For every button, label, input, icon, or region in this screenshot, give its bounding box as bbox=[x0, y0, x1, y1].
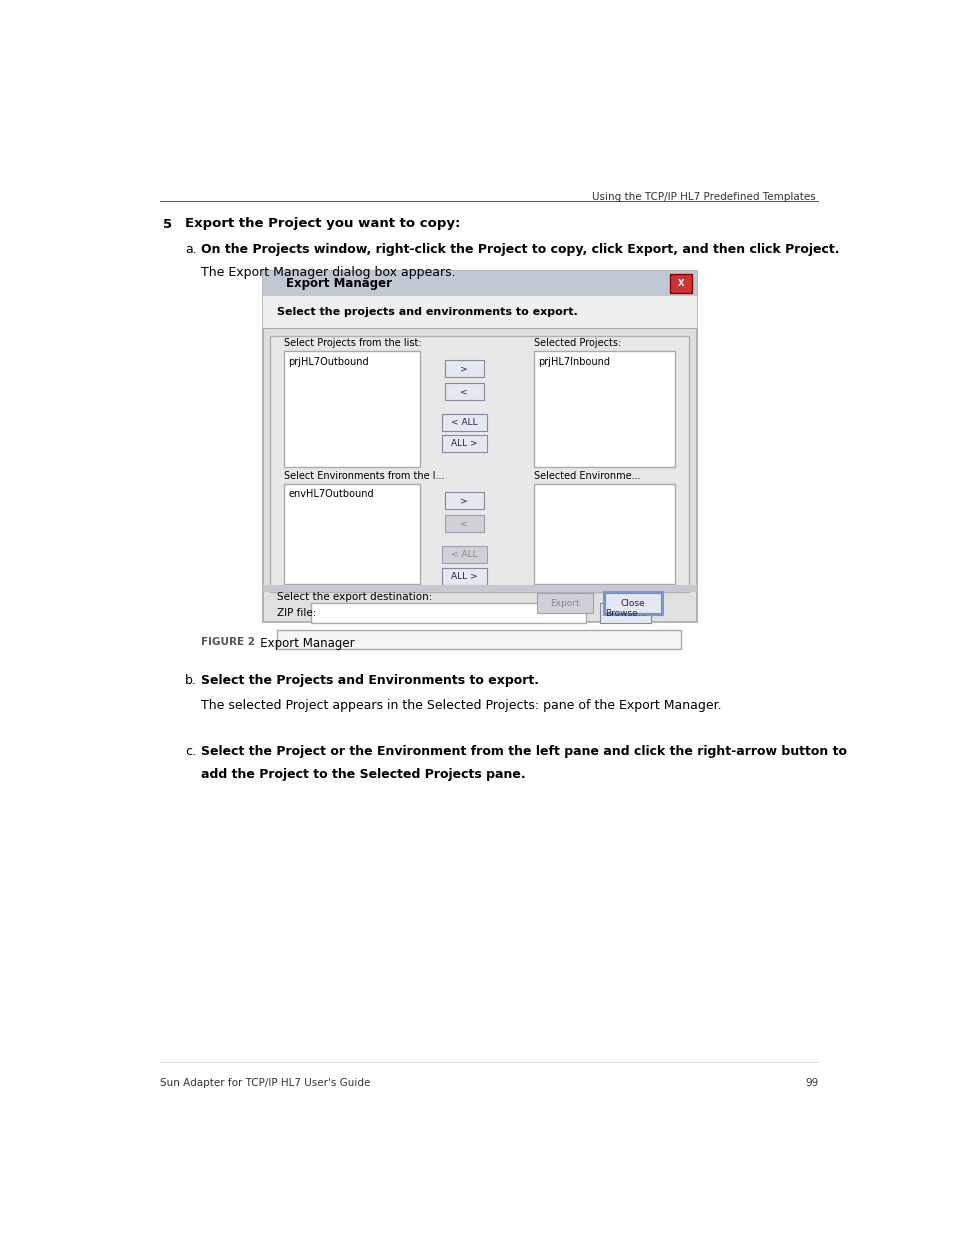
Text: ALL >: ALL > bbox=[451, 440, 476, 448]
Bar bbox=[311, 603, 585, 624]
Text: < ALL: < ALL bbox=[451, 417, 476, 427]
Bar bbox=[534, 484, 674, 584]
Text: Export Manager: Export Manager bbox=[249, 637, 355, 650]
Text: Export: Export bbox=[550, 599, 579, 608]
Text: ALL >: ALL > bbox=[451, 572, 476, 580]
Text: prjHL7Inbound: prjHL7Inbound bbox=[537, 357, 609, 367]
Text: ZIP file:: ZIP file: bbox=[276, 609, 315, 619]
Bar bbox=[441, 546, 486, 563]
Bar bbox=[262, 296, 696, 329]
Text: Select the Project or the Environment from the left pane and click the right-arr: Select the Project or the Environment fr… bbox=[200, 745, 845, 758]
Bar bbox=[534, 352, 674, 467]
Text: Select Environments from the l...: Select Environments from the l... bbox=[284, 471, 444, 480]
Text: Using the TCP/IP HL7 Predefined Templates: Using the TCP/IP HL7 Predefined Template… bbox=[592, 193, 815, 203]
Text: Export the Project you want to copy:: Export the Project you want to copy: bbox=[185, 217, 460, 231]
Text: Sun Adapter for TCP/IP HL7 User's Guide: Sun Adapter for TCP/IP HL7 User's Guide bbox=[159, 1078, 370, 1088]
Bar bbox=[537, 593, 592, 614]
Bar bbox=[284, 484, 419, 584]
Bar bbox=[603, 592, 661, 615]
Text: 99: 99 bbox=[804, 1078, 818, 1088]
Text: a.: a. bbox=[185, 243, 196, 256]
Bar bbox=[444, 515, 483, 532]
Text: <: < bbox=[460, 387, 468, 396]
Text: Select the Projects and Environments to export.: Select the Projects and Environments to … bbox=[200, 674, 538, 687]
Text: prjHL7Outbound: prjHL7Outbound bbox=[288, 357, 369, 367]
Bar bbox=[441, 414, 486, 431]
Text: 5: 5 bbox=[162, 217, 172, 231]
Bar bbox=[270, 336, 688, 593]
Bar bbox=[262, 272, 696, 621]
Text: add the Project to the Selected Projects pane.: add the Project to the Selected Projects… bbox=[200, 768, 525, 781]
Bar bbox=[444, 493, 483, 509]
Text: Select Projects from the list:: Select Projects from the list: bbox=[284, 338, 421, 348]
Text: Export Manager: Export Manager bbox=[286, 277, 392, 290]
Text: envHL7Outbound: envHL7Outbound bbox=[288, 489, 374, 499]
Text: The Export Manager dialog box appears.: The Export Manager dialog box appears. bbox=[200, 266, 455, 279]
Text: Select the projects and environments to export.: Select the projects and environments to … bbox=[276, 308, 577, 317]
Text: >: > bbox=[460, 364, 468, 373]
Bar bbox=[604, 593, 660, 614]
Text: >: > bbox=[460, 496, 468, 505]
Bar bbox=[284, 352, 419, 467]
Text: Select the export destination:: Select the export destination: bbox=[276, 592, 432, 601]
Text: < ALL: < ALL bbox=[451, 551, 476, 559]
Text: c.: c. bbox=[185, 745, 196, 758]
Text: Selected Environme...: Selected Environme... bbox=[534, 471, 639, 480]
Bar bbox=[444, 359, 483, 377]
Bar bbox=[276, 630, 680, 648]
Text: X: X bbox=[678, 279, 683, 288]
Bar bbox=[444, 383, 483, 400]
Text: <: < bbox=[460, 520, 468, 529]
Bar bbox=[441, 568, 486, 585]
Bar bbox=[670, 274, 691, 293]
Text: Selected Projects:: Selected Projects: bbox=[534, 338, 620, 348]
Text: Browse...: Browse... bbox=[604, 609, 645, 618]
Text: b.: b. bbox=[185, 674, 196, 687]
Text: Close: Close bbox=[620, 599, 645, 608]
Bar bbox=[262, 585, 696, 593]
Bar bbox=[262, 272, 696, 296]
Text: The selected Project appears in the Selected Projects: pane of the Export Manage: The selected Project appears in the Sele… bbox=[200, 699, 720, 711]
Text: FIGURE 2: FIGURE 2 bbox=[200, 637, 254, 647]
Bar bbox=[599, 603, 650, 624]
Bar bbox=[441, 436, 486, 452]
Text: On the Projects window, right-click the Project to copy, click Export, and then : On the Projects window, right-click the … bbox=[200, 243, 839, 256]
